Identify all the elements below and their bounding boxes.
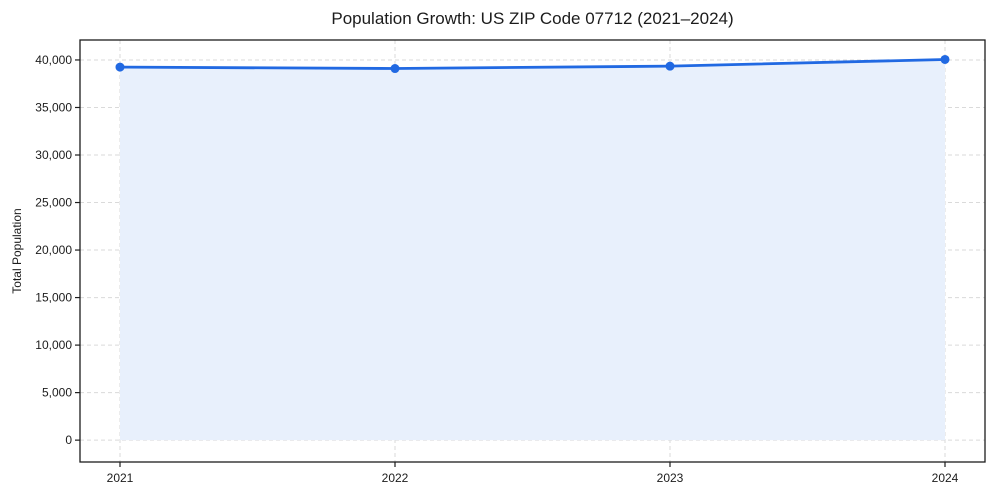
y-tick-label: 30,000 [35, 148, 72, 162]
y-tick-label: 35,000 [35, 100, 72, 114]
x-tick-label: 2021 [107, 471, 134, 485]
y-tick-label: 5,000 [42, 386, 72, 400]
x-tick-label: 2024 [932, 471, 959, 485]
y-tick-label: 25,000 [35, 196, 72, 210]
y-tick-label: 10,000 [35, 338, 72, 352]
area-fill [120, 59, 945, 441]
y-tick-label: 0 [65, 433, 72, 447]
y-tick-label: 15,000 [35, 291, 72, 305]
x-tick-label: 2022 [382, 471, 409, 485]
data-point [940, 54, 950, 64]
data-line [118, 58, 947, 70]
x-tick-label: 2023 [657, 471, 684, 485]
chart-title: Population Growth: US ZIP Code 07712 (20… [331, 9, 734, 28]
plot-border [79, 39, 986, 463]
y-tick-label: 20,000 [35, 243, 72, 257]
y-tick-label: 40,000 [35, 53, 72, 67]
data-point [390, 64, 400, 74]
data-point [665, 61, 675, 71]
data-point [115, 62, 125, 72]
